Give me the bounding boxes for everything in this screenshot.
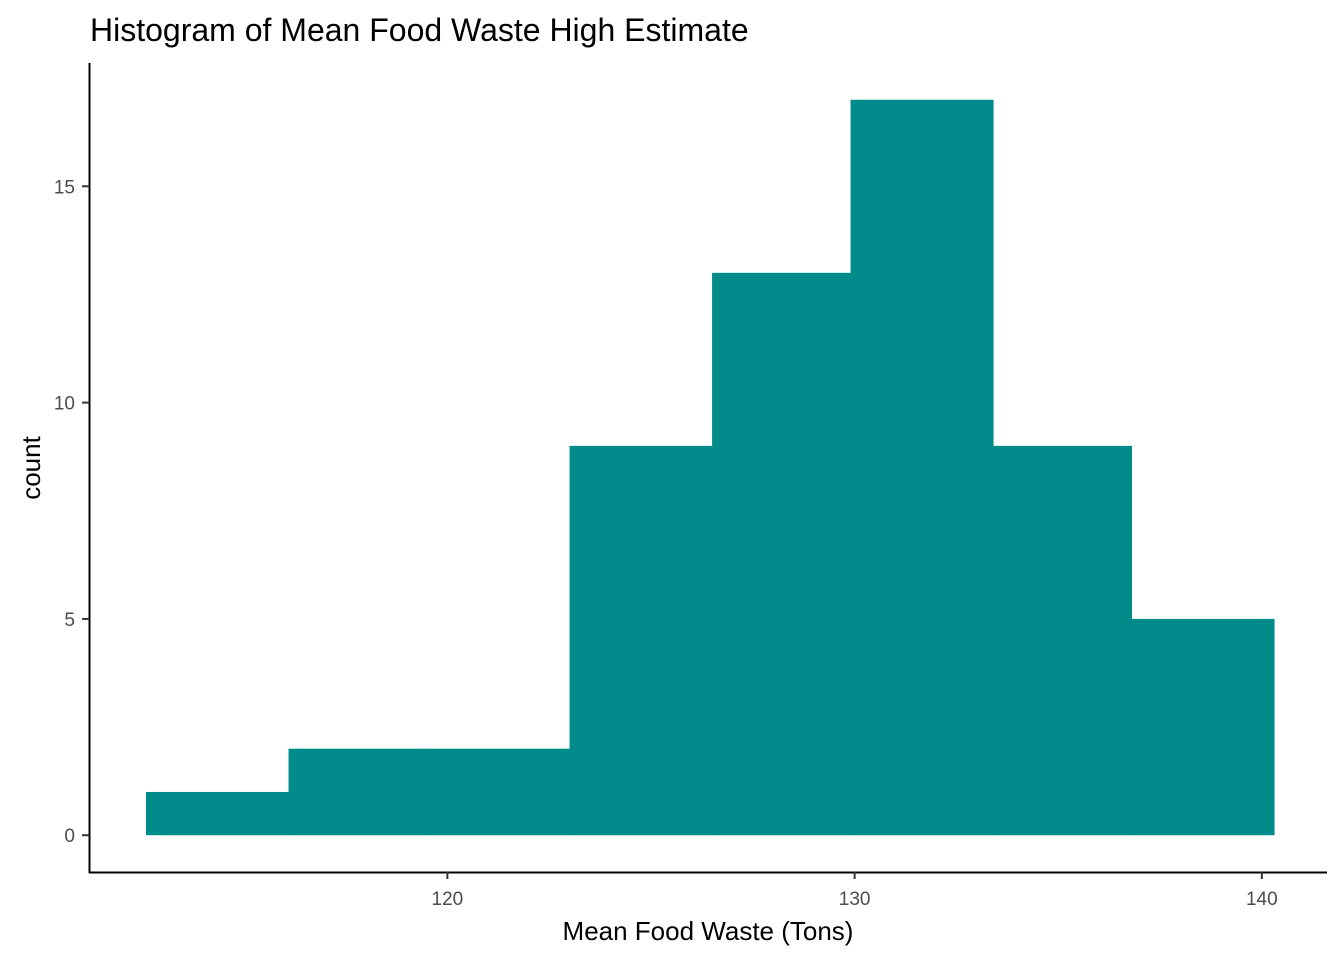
histogram-bars (146, 99, 1275, 836)
chart-title: Histogram of Mean Food Waste High Estima… (90, 12, 749, 48)
x-axis-ticks: 120 130 140 (432, 872, 1278, 910)
y-tick-label: 5 (64, 610, 75, 631)
y-tick-label: 15 (54, 177, 75, 198)
x-tick-label: 130 (839, 889, 871, 910)
x-tick-label: 120 (432, 889, 464, 910)
histogram-bar-5 (712, 272, 852, 836)
x-tick-label: 140 (1246, 889, 1278, 910)
y-tick-label: 0 (64, 826, 75, 847)
histogram-bar-4 (569, 445, 713, 836)
histogram-bar-3 (427, 748, 571, 836)
histogram-bar-1 (146, 791, 290, 836)
y-axis-title: count (16, 435, 46, 499)
y-tick-label: 10 (54, 394, 75, 415)
histogram-bar-6 (850, 99, 994, 836)
x-axis-title: Mean Food Waste (Tons) (563, 916, 854, 946)
y-axis-ticks: 0 5 10 15 (54, 177, 89, 847)
histogram-bar-2 (288, 748, 428, 836)
histogram-bar-7 (993, 445, 1133, 836)
histogram-bar-8 (1131, 618, 1275, 836)
